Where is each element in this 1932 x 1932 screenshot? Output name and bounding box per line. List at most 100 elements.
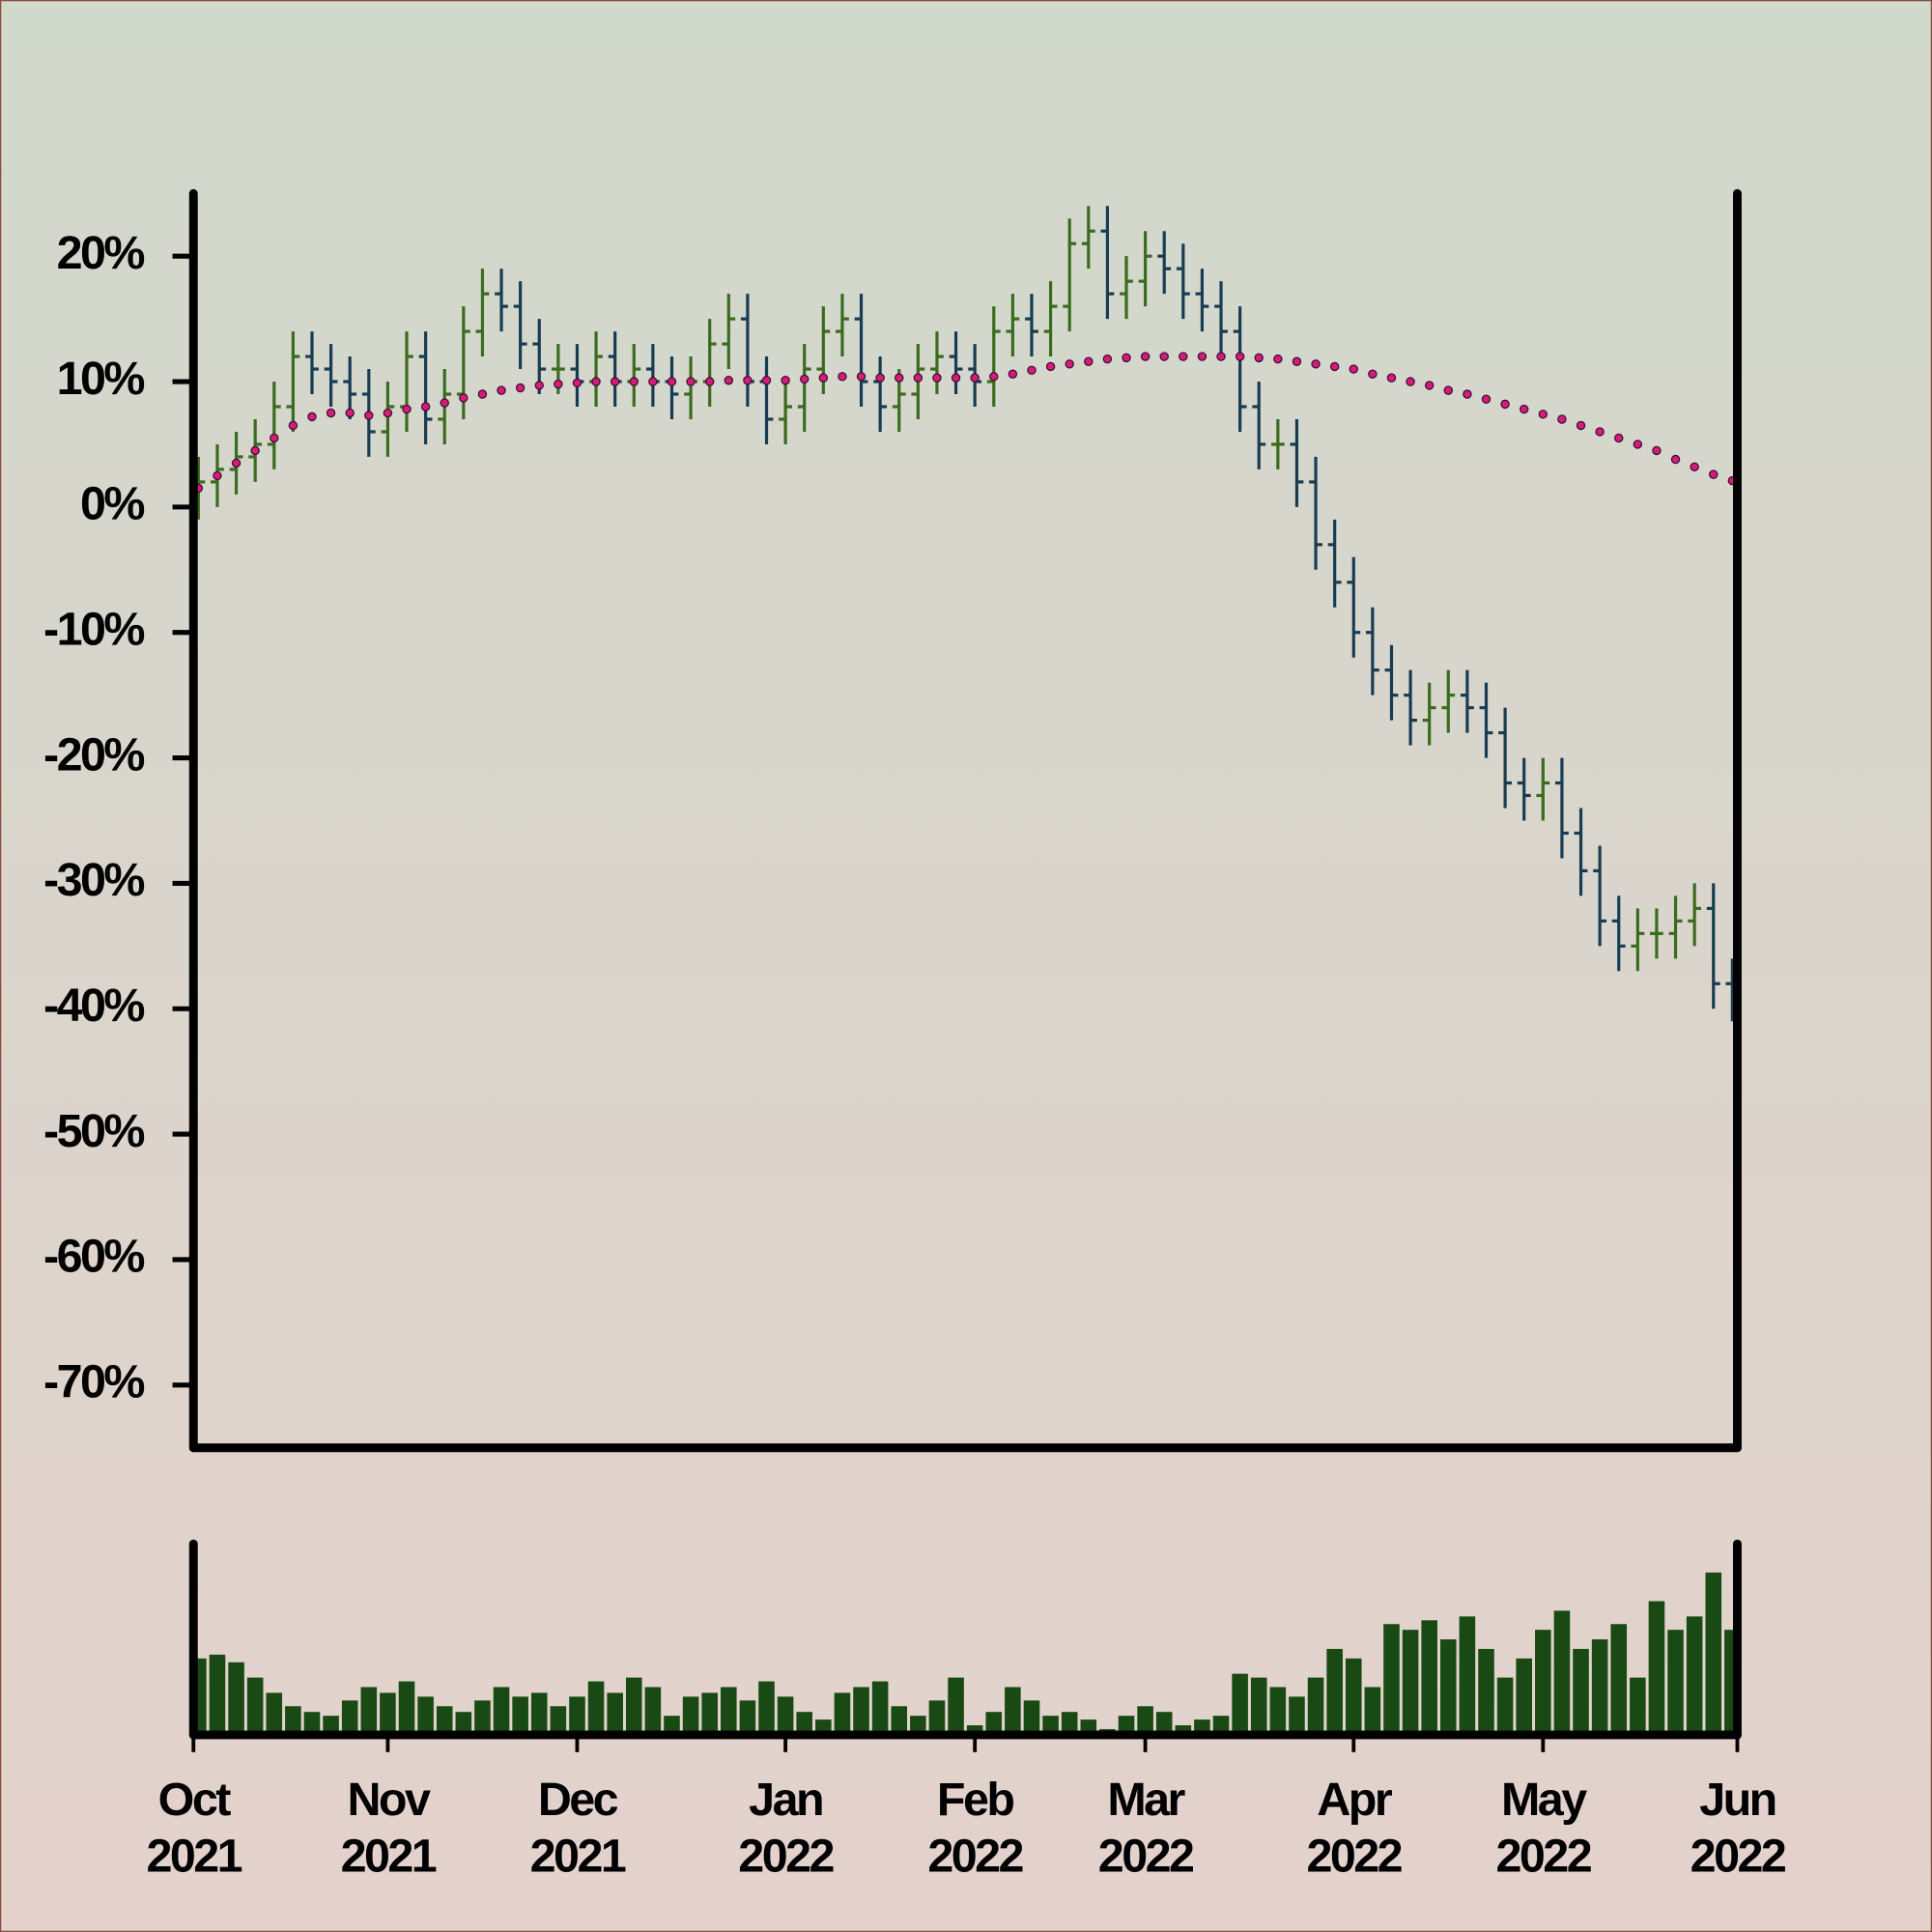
y-tick-label: 0% xyxy=(80,478,144,530)
x-tick-label-line: Oct xyxy=(158,1774,232,1826)
y-tick-label: -30% xyxy=(43,854,144,906)
moving-average-dot xyxy=(970,373,980,383)
volume-bar xyxy=(1667,1630,1684,1735)
volume-bar xyxy=(1402,1630,1419,1735)
volume-bar xyxy=(871,1681,889,1735)
x-tick-label: Jan 2022 xyxy=(738,1774,833,1883)
x-tick-label-line: Feb xyxy=(937,1774,1013,1826)
y-tick-label: -20% xyxy=(43,728,144,781)
moving-average-dot xyxy=(477,389,488,399)
plot xyxy=(172,206,1741,1752)
moving-average-dot xyxy=(1254,353,1264,363)
moving-average-dot xyxy=(1538,410,1548,419)
volume-bar xyxy=(721,1687,737,1735)
moving-average-dot xyxy=(1386,373,1397,383)
y-tick-label: -60% xyxy=(43,1231,144,1283)
volume-bar xyxy=(474,1700,491,1735)
moving-average-dot xyxy=(799,374,810,384)
moving-average-dot xyxy=(383,408,393,418)
volume-bar xyxy=(1307,1677,1324,1735)
moving-average-dot xyxy=(515,383,526,393)
x-tick-label: Dec 2021 xyxy=(530,1774,626,1883)
moving-average-dot xyxy=(326,408,336,418)
volume-bar xyxy=(380,1692,396,1735)
volume-bar xyxy=(360,1687,378,1735)
x-tick-label: Nov 2021 xyxy=(341,1774,437,1883)
volume-bar xyxy=(1250,1677,1267,1735)
volume-bar xyxy=(1232,1673,1248,1735)
volume-bar xyxy=(1705,1572,1722,1735)
moving-average-dot xyxy=(1329,361,1340,372)
x-tick-label-line: 2021 xyxy=(530,1831,626,1883)
volume-bar xyxy=(1573,1648,1589,1735)
x-tick-label-line: 2022 xyxy=(1690,1831,1785,1883)
volume-bar xyxy=(1364,1687,1381,1735)
x-tick-label: Oct 2021 xyxy=(146,1774,242,1883)
moving-average-dot xyxy=(364,411,374,420)
volume-bar xyxy=(682,1696,699,1735)
volume-bar xyxy=(1269,1687,1287,1735)
volume-bar xyxy=(1289,1696,1305,1735)
x-tick-label-line: 2021 xyxy=(146,1831,242,1883)
moving-average-dot xyxy=(951,373,961,383)
moving-average-dot xyxy=(1424,381,1435,390)
volume-bar xyxy=(341,1700,358,1735)
y-tick-label: 20% xyxy=(57,227,145,279)
volume-bar xyxy=(834,1692,851,1735)
moving-average-dot xyxy=(895,373,904,383)
moving-average-dot xyxy=(288,420,298,431)
moving-average-dot xyxy=(1576,420,1586,431)
volume-bar xyxy=(587,1681,605,1735)
moving-average-dot xyxy=(345,408,355,418)
moving-average-dot xyxy=(724,376,734,385)
moving-average-dot xyxy=(1481,394,1492,404)
moving-average-dot xyxy=(497,385,506,395)
volume-bar xyxy=(285,1706,301,1735)
x-tick-label: May 2022 xyxy=(1496,1774,1591,1883)
x-tick-label-line: Dec xyxy=(538,1774,618,1826)
moving-average-dot xyxy=(1311,359,1321,369)
volume-bar xyxy=(948,1677,964,1735)
moving-average-dot xyxy=(1633,440,1643,449)
volume-bar xyxy=(1175,1725,1192,1735)
volume-bar xyxy=(493,1687,510,1735)
moving-average-dot xyxy=(1557,414,1567,424)
moving-average-dot xyxy=(572,378,582,388)
volume-bar xyxy=(569,1696,585,1735)
moving-average-dot xyxy=(1500,399,1510,410)
volume-bar xyxy=(1630,1677,1646,1735)
moving-average-dot xyxy=(307,412,317,422)
volume-bar xyxy=(1648,1601,1665,1735)
moving-average-dot xyxy=(875,373,885,383)
volume-bar xyxy=(398,1681,415,1735)
volume-bar xyxy=(1326,1648,1343,1735)
x-tick-label-line: 2022 xyxy=(927,1831,1022,1883)
frame xyxy=(188,188,1742,1740)
moving-average-dot xyxy=(629,377,639,386)
moving-average-dot xyxy=(1273,354,1283,364)
moving-average-dot xyxy=(1670,454,1681,465)
moving-average-dot xyxy=(781,376,790,385)
x-tick-label-line: 2022 xyxy=(1098,1831,1193,1883)
moving-average-dot xyxy=(1122,353,1131,363)
volume-bar xyxy=(266,1692,283,1735)
moving-average-dot xyxy=(704,377,715,386)
moving-average-dot xyxy=(213,470,222,481)
volume-bar xyxy=(512,1696,528,1735)
volume-bar xyxy=(701,1692,718,1735)
moving-average-dot xyxy=(818,373,829,383)
y-tick-label: -40% xyxy=(43,980,144,1032)
y-tick-label: -10% xyxy=(43,604,144,656)
moving-average-dot xyxy=(989,372,999,382)
moving-average-dot xyxy=(856,372,867,382)
volume-bar xyxy=(1212,1716,1230,1735)
y-tick-label: -50% xyxy=(43,1105,144,1157)
y-tick-label: -70% xyxy=(43,1356,144,1408)
volume-bar xyxy=(966,1725,983,1735)
x-tick-label-line: 2021 xyxy=(341,1831,437,1883)
moving-average-dot xyxy=(1519,404,1529,414)
volume-bar xyxy=(625,1677,642,1735)
x-tick-label: Jun 2022 xyxy=(1690,1774,1785,1883)
volume-bar xyxy=(1686,1616,1703,1735)
